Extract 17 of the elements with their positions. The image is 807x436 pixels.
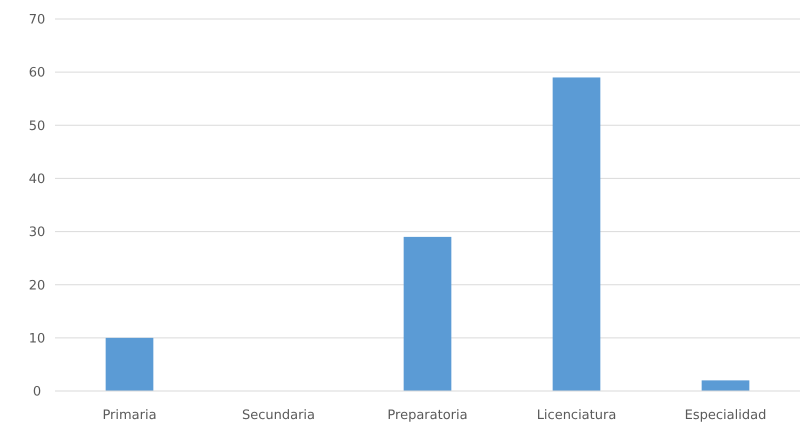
x-tick-label: Especialidad	[684, 408, 766, 423]
bar	[702, 380, 750, 391]
x-tick-label: Primaria	[102, 408, 157, 423]
x-tick-label: Licenciatura	[536, 408, 616, 423]
y-tick-label: 0	[32, 384, 42, 400]
bar	[552, 77, 600, 391]
bar	[106, 338, 154, 391]
y-tick-label: 60	[28, 66, 46, 81]
y-tick-label: 40	[28, 172, 46, 187]
y-tick-label: 50	[28, 118, 46, 134]
x-tick-label: Preparatoria	[387, 408, 468, 423]
x-tick-label: Secundaria	[242, 408, 316, 423]
y-tick-label: 30	[28, 225, 46, 240]
bar	[404, 236, 452, 391]
y-tick-label: 10	[28, 331, 46, 346]
y-tick-label: 70	[28, 12, 46, 28]
y-tick-label: 20	[28, 278, 46, 294]
